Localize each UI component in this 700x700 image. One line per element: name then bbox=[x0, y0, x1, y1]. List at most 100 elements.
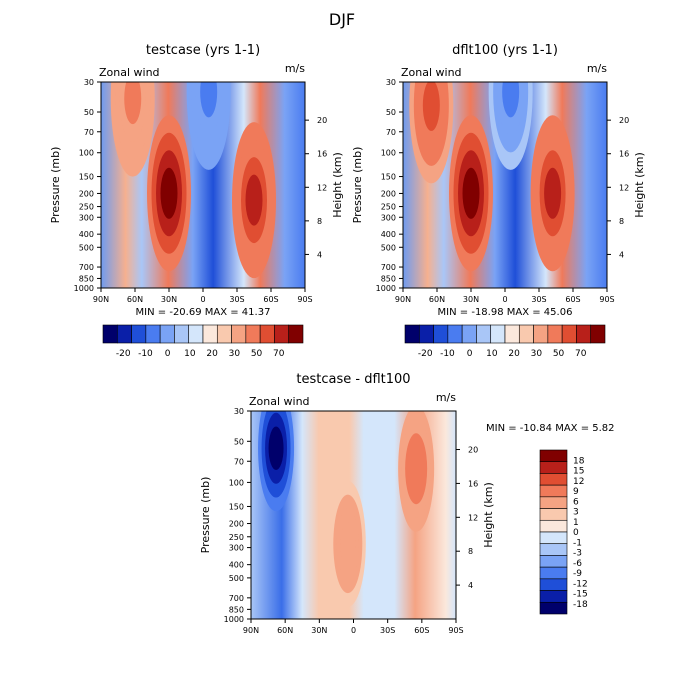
y-tick-label: 850 bbox=[229, 605, 244, 614]
x-tick-label: 30N bbox=[161, 295, 177, 304]
y-tick-label: 150 bbox=[381, 173, 396, 182]
colorbar-swatch bbox=[231, 324, 247, 344]
y-right-tick-label: 20 bbox=[619, 116, 629, 125]
colorbar-swatch bbox=[174, 324, 190, 344]
colorbar-swatch bbox=[131, 324, 147, 344]
x-tick-label: 0 bbox=[502, 295, 507, 304]
y-tick-label: 30 bbox=[234, 407, 244, 416]
colorbar-label: -1 bbox=[573, 538, 582, 548]
colorbar-swatch bbox=[561, 324, 577, 344]
colorbar-swatch bbox=[216, 324, 232, 344]
colorbar-swatch bbox=[433, 324, 449, 344]
colorbar-label: 50 bbox=[251, 349, 263, 359]
contour-feature-3 bbox=[340, 522, 356, 566]
colorbar-swatch bbox=[518, 324, 534, 344]
colorbar-label: -10 bbox=[138, 349, 153, 359]
colorbar-label: 0 bbox=[165, 349, 171, 359]
colorbar-swatch bbox=[539, 578, 568, 591]
y-right-tick-label: 4 bbox=[468, 581, 473, 590]
colorbar-label: 18 bbox=[573, 456, 585, 466]
panel-units-label: m/s bbox=[587, 62, 607, 75]
colorbar-swatch bbox=[116, 324, 132, 344]
y-tick-label: 700 bbox=[381, 263, 396, 272]
y-tick-label: 700 bbox=[229, 594, 244, 603]
contour-feature-4 bbox=[502, 82, 520, 118]
colorbar-label: 3 bbox=[573, 508, 579, 518]
panel-title: dflt100 (yrs 1-1) bbox=[452, 43, 558, 58]
x-tick-label: 30S bbox=[531, 295, 546, 304]
colorbar-swatch bbox=[404, 324, 420, 344]
colorbar-label: 0 bbox=[467, 349, 473, 359]
x-tick-label: 30N bbox=[463, 295, 479, 304]
colorbar-label: 10 bbox=[184, 349, 196, 359]
colorbar-swatch bbox=[418, 324, 434, 344]
colorbar-swatch bbox=[539, 566, 568, 580]
colorbar-swatch bbox=[447, 324, 463, 344]
colorbar-label: 70 bbox=[575, 349, 587, 359]
y-tick-label: 400 bbox=[79, 230, 94, 239]
panel-title: testcase (yrs 1-1) bbox=[146, 43, 260, 58]
x-tick-label: 90S bbox=[297, 295, 312, 304]
y-tick-label: 1000 bbox=[224, 615, 244, 624]
panel-units-label: m/s bbox=[285, 62, 305, 75]
x-tick-label: 0 bbox=[200, 295, 205, 304]
y-tick-label: 1000 bbox=[74, 284, 94, 293]
y-tick-label: 850 bbox=[381, 274, 396, 283]
x-tick-label: 90N bbox=[93, 295, 109, 304]
panel-3: testcase - dflt100 Zonal wind m/s 90N 60N 30N… bbox=[199, 372, 615, 635]
x-tick-label: 60S bbox=[414, 626, 429, 635]
panel-field-label: Zonal wind bbox=[249, 395, 310, 408]
y-right-tick-label: 12 bbox=[468, 513, 478, 522]
contour-field bbox=[403, 82, 607, 288]
contour-feature-1 bbox=[422, 82, 440, 131]
x-tick-label: 90N bbox=[395, 295, 411, 304]
x-tick-label: 30N bbox=[311, 626, 327, 635]
y-tick-label: 400 bbox=[381, 230, 396, 239]
contour-field bbox=[101, 82, 305, 288]
colorbar-swatch bbox=[288, 324, 304, 344]
colorbar-swatch bbox=[539, 555, 568, 568]
colorbar-swatch bbox=[274, 324, 290, 344]
panel-field-label: Zonal wind bbox=[401, 66, 462, 79]
y-tick-label: 200 bbox=[381, 189, 396, 198]
colorbar-swatch bbox=[539, 461, 568, 474]
y-right-axis-label: Height (km) bbox=[633, 152, 646, 218]
colorbar-label: 12 bbox=[573, 477, 584, 487]
colorbar-label: 6 bbox=[573, 497, 579, 507]
min-max-stats: MIN = -20.69 MAX = 41.37 bbox=[136, 307, 271, 318]
y-tick-label: 250 bbox=[381, 203, 396, 212]
y-tick-label: 250 bbox=[229, 533, 244, 542]
colorbar-swatch bbox=[590, 324, 606, 344]
y-right-tick-label: 8 bbox=[468, 547, 473, 556]
y-right-tick-label: 12 bbox=[317, 183, 327, 192]
y-right-tick-label: 12 bbox=[619, 183, 629, 192]
contour-feature-4 bbox=[200, 82, 218, 118]
y-tick-label: 100 bbox=[381, 149, 396, 158]
colorbar-label: -10 bbox=[440, 349, 455, 359]
colorbar-label: 9 bbox=[573, 487, 579, 497]
y-right-axis-label: Height (km) bbox=[482, 482, 495, 548]
y-tick-label: 200 bbox=[79, 189, 94, 198]
colorbar-label: -18 bbox=[573, 600, 588, 610]
colorbar-label: -20 bbox=[116, 349, 131, 359]
colorbar-swatch bbox=[461, 324, 477, 344]
colorbar-label: -15 bbox=[573, 590, 588, 600]
x-tick-label: 90S bbox=[599, 295, 614, 304]
y-tick-label: 100 bbox=[229, 478, 244, 487]
x-tick-label: 30S bbox=[229, 295, 244, 304]
colorbar-swatch bbox=[504, 324, 520, 344]
x-tick-label: 60N bbox=[277, 626, 293, 635]
y-axis-label: Pressure (mb) bbox=[351, 147, 364, 224]
colorbar-label: -9 bbox=[573, 569, 582, 579]
colorbar-swatch bbox=[202, 324, 218, 344]
colorbar-label: 1 bbox=[573, 518, 579, 528]
y-tick-label: 70 bbox=[386, 128, 396, 137]
colorbar-swatch bbox=[533, 324, 549, 344]
y-tick-label: 700 bbox=[79, 263, 94, 272]
y-tick-label: 30 bbox=[84, 78, 94, 87]
colorbar-label: 0 bbox=[573, 528, 579, 538]
colorbar-label: -6 bbox=[573, 559, 582, 569]
colorbar: -20 -10 0 10 20 30 50 70 bbox=[404, 324, 606, 359]
